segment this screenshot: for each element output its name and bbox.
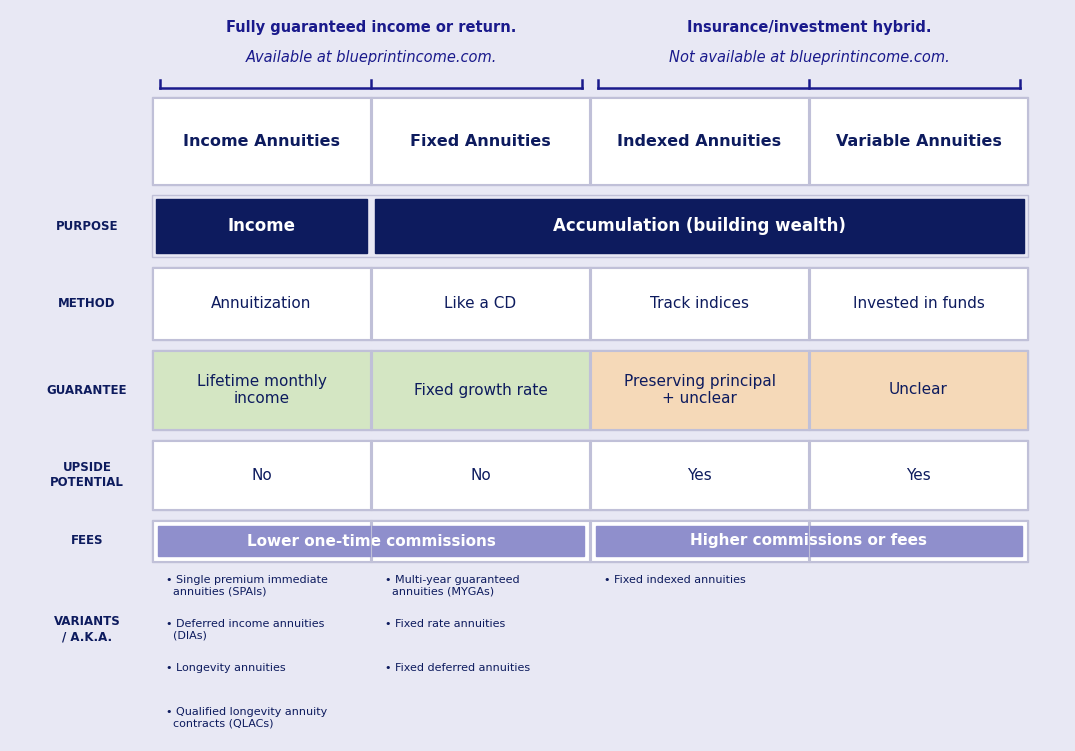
Bar	[372, 98, 589, 184]
Bar	[153, 521, 370, 561]
Text: Track indices: Track indices	[650, 296, 749, 311]
Text: Annuitization: Annuitization	[212, 296, 312, 311]
Bar	[152, 185, 1028, 195]
Text: PURPOSE: PURPOSE	[56, 219, 118, 233]
Text: Indexed Annuities: Indexed Annuities	[617, 134, 782, 149]
Bar	[152, 257, 1028, 267]
Bar	[152, 185, 1028, 195]
Bar	[152, 350, 1028, 430]
Text: Insurance/investment hybrid.: Insurance/investment hybrid.	[687, 20, 931, 35]
Bar	[372, 351, 589, 429]
Bar	[375, 199, 1024, 253]
Text: Variable Annuities: Variable Annuities	[835, 134, 1002, 149]
Text: • Deferred income annuities
  (DIAs): • Deferred income annuities (DIAs)	[166, 619, 325, 641]
Text: Higher commissions or fees: Higher commissions or fees	[690, 533, 928, 548]
Text: • Fixed indexed annuities: • Fixed indexed annuities	[604, 575, 746, 585]
Bar	[809, 268, 1027, 339]
Text: GUARANTEE: GUARANTEE	[46, 384, 127, 397]
Bar	[152, 510, 1028, 520]
Text: • Multi-year guaranteed
  annuities (MYGAs): • Multi-year guaranteed annuities (MYGAs…	[385, 575, 519, 596]
Text: Available at blueprintincome.com.: Available at blueprintincome.com.	[245, 50, 497, 65]
Text: • Fixed deferred annuities: • Fixed deferred annuities	[385, 663, 530, 673]
Bar	[591, 521, 808, 561]
Bar	[152, 520, 1028, 562]
Bar	[809, 521, 1027, 561]
Bar	[152, 440, 1028, 510]
Bar	[809, 351, 1027, 429]
Text: Yes: Yes	[687, 468, 712, 482]
Bar	[152, 267, 1028, 340]
Bar	[596, 526, 1022, 556]
Bar	[153, 98, 370, 184]
Text: Yes: Yes	[906, 468, 931, 482]
Bar	[372, 521, 589, 561]
Bar	[156, 199, 367, 253]
Text: Income Annuities: Income Annuities	[183, 134, 340, 149]
Text: Fixed Annuities: Fixed Annuities	[411, 134, 550, 149]
Bar	[153, 268, 370, 339]
Text: Fully guaranteed income or return.: Fully guaranteed income or return.	[226, 20, 516, 35]
Bar	[153, 351, 370, 429]
Text: FEES: FEES	[71, 535, 103, 547]
Text: UPSIDE
POTENTIAL: UPSIDE POTENTIAL	[51, 461, 124, 489]
Bar	[152, 97, 1028, 185]
Bar	[591, 351, 808, 429]
Bar	[152, 267, 1028, 277]
Text: Preserving principal
+ unclear: Preserving principal + unclear	[624, 374, 775, 406]
Text: Lifetime monthly
income: Lifetime monthly income	[197, 374, 327, 406]
Text: • Qualified longevity annuity
  contracts (QLACs): • Qualified longevity annuity contracts …	[166, 707, 327, 728]
Text: Lower one-time commissions: Lower one-time commissions	[246, 533, 496, 548]
Bar	[372, 441, 589, 509]
Bar	[809, 98, 1027, 184]
Bar	[152, 195, 1028, 257]
Bar	[809, 441, 1027, 509]
Bar	[152, 340, 1028, 350]
Text: • Fixed rate annuities: • Fixed rate annuities	[385, 619, 505, 629]
Bar	[152, 430, 1028, 440]
Bar	[372, 268, 589, 339]
Text: • Single premium immediate
  annuities (SPAIs): • Single premium immediate annuities (SP…	[166, 575, 328, 596]
Text: Invested in funds: Invested in funds	[852, 296, 985, 311]
Text: VARIANTS
/ A.K.A.: VARIANTS / A.K.A.	[54, 616, 120, 644]
Text: Unclear: Unclear	[889, 382, 948, 397]
Text: • Longevity annuities: • Longevity annuities	[166, 663, 286, 673]
Text: Accumulation (building wealth): Accumulation (building wealth)	[553, 217, 846, 235]
Bar	[153, 441, 370, 509]
Bar	[591, 98, 808, 184]
Text: Not available at blueprintincome.com.: Not available at blueprintincome.com.	[669, 50, 949, 65]
Text: No: No	[252, 468, 272, 482]
Text: Like a CD: Like a CD	[444, 296, 517, 311]
Text: Fixed growth rate: Fixed growth rate	[414, 382, 547, 397]
Text: Income: Income	[228, 217, 296, 235]
Bar	[158, 526, 584, 556]
Text: METHOD: METHOD	[58, 297, 116, 310]
Text: No: No	[470, 468, 491, 482]
Bar	[591, 441, 808, 509]
Bar	[591, 268, 808, 339]
